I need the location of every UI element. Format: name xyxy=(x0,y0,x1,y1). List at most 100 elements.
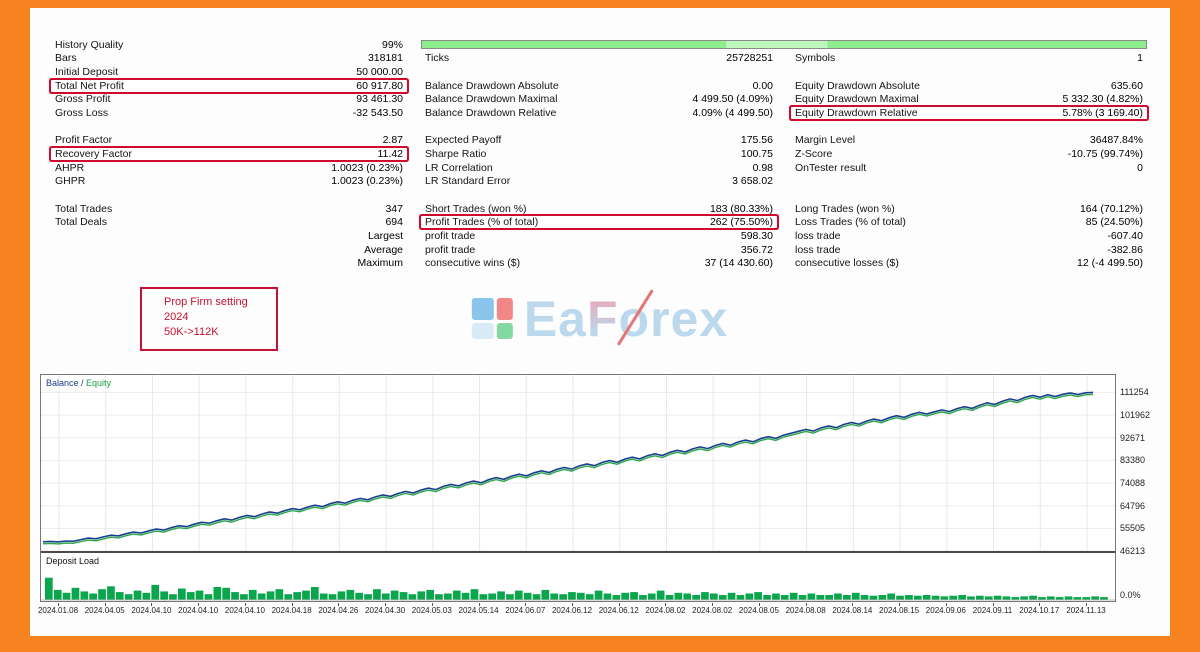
stat-cell: Average xyxy=(51,244,407,256)
stat-value: -607.40 xyxy=(1107,229,1143,242)
stat-label: Gross Profit xyxy=(55,93,111,106)
stat-value: 60 917.80 xyxy=(356,79,403,92)
stat-cell: Total Deals 694 xyxy=(51,216,407,228)
x-axis-tick xyxy=(291,603,293,606)
stat-label: Symbols xyxy=(795,52,836,65)
stat-value: 262 (75.50%) xyxy=(709,216,773,229)
stat-label: consecutive losses ($) xyxy=(795,257,899,270)
annotation-line-2: 2024 xyxy=(164,311,189,323)
x-axis-tick xyxy=(945,603,947,606)
stat-row: Total Deals 694 Profit Trades (% of total)… xyxy=(30,216,1170,230)
x-axis-date-label: 2024.09.11 xyxy=(972,606,1013,615)
x-axis-tick xyxy=(1086,603,1087,606)
stat-row: Bars 318181 Ticks 25728251 Symbols 1 xyxy=(30,52,1170,66)
watermark-squares-icon xyxy=(471,298,514,340)
stat-value: 37 (14 430.60) xyxy=(704,257,773,270)
x-axis-tick xyxy=(385,603,387,606)
stat-value: -382.86 xyxy=(1107,243,1143,256)
x-axis-tick xyxy=(852,603,854,606)
stat-label: LR Standard Error xyxy=(425,175,511,188)
stat-label: LR Correlation xyxy=(425,161,493,174)
x-axis-tick xyxy=(618,603,620,606)
y-axis-label: 111254 xyxy=(1120,387,1149,398)
stat-label: loss trade xyxy=(795,229,841,242)
stat-value: 0.98 xyxy=(752,161,773,174)
stat-cell: Initial Deposit 50 000.00 xyxy=(51,66,407,78)
stat-cell: Largest xyxy=(51,230,407,242)
x-axis-date-label: 2024.04.18 xyxy=(271,606,312,615)
x-axis-tick xyxy=(665,603,667,606)
stat-value: 0.00 xyxy=(752,79,773,92)
y-axis-label: 83380 xyxy=(1120,455,1146,466)
stat-value: 183 (80.33%) xyxy=(709,202,773,215)
x-axis-tick xyxy=(805,603,807,606)
stat-row: Initial Deposit 50 000.00 xyxy=(30,65,1170,79)
y-axis-labels: 0.0% 111254 101962 92671 83380 74088 64796 555… xyxy=(1116,374,1160,602)
stat-cell: Balance Drawdown Relative 4.09% (4 499.50… xyxy=(421,107,777,119)
balance-equity-svg xyxy=(41,375,1115,551)
stat-row: Gross Profit 93 461.30 Balance Drawdown Ma… xyxy=(30,92,1170,106)
stat-label: Profit Factor xyxy=(55,134,113,147)
stat-cell: Bars 318181 xyxy=(51,52,407,64)
stat-cell: History Quality 99% xyxy=(51,39,407,51)
y-axis-label: 101962 xyxy=(1120,410,1151,421)
stat-value: 164 (70.12%) xyxy=(1079,202,1143,215)
stat-row: Total Trades 347 Short Trades (won %) 183 (… xyxy=(30,202,1170,216)
stat-label: profit trade xyxy=(425,229,476,242)
stat-cell: GHPR 1.0023 (0.23%) xyxy=(51,175,407,187)
stat-value: 93 461.30 xyxy=(356,93,403,106)
stat-row: Maximum consecutive wins ($) 37 (14 430.60… xyxy=(30,256,1170,270)
y-axis-label: 74088 xyxy=(1120,478,1146,489)
stat-label: Long Trades (won %) xyxy=(795,202,895,215)
stat-label: Equity Drawdown Relative xyxy=(795,106,918,119)
x-axis-tick xyxy=(104,603,106,606)
stat-label: Balance Drawdown Relative xyxy=(425,106,557,119)
stat-value: 50 000.00 xyxy=(356,65,403,78)
chart-plot-area: Balance / Equity Deposit Load xyxy=(40,374,1116,602)
stat-cell: Total Net Profit 60 917.80 xyxy=(51,79,407,92)
stat-label: profit trade xyxy=(425,243,476,256)
stat-row xyxy=(30,188,1170,202)
stat-cell: Maximum xyxy=(51,257,407,269)
x-axis-date-label: 2024.08.05 xyxy=(738,606,779,615)
x-axis-tick xyxy=(758,603,760,606)
stat-value: 1.0023 (0.23%) xyxy=(331,175,403,188)
stat-row: Largest profit trade 598.30 loss trade -607.… xyxy=(30,229,1170,243)
x-axis-date-label: 2024.11.13 xyxy=(1066,606,1106,615)
x-axis-tick xyxy=(992,603,994,606)
stat-value: 318181 xyxy=(367,52,403,65)
stat-value: 85 (24.50%) xyxy=(1085,216,1143,229)
chart-section: Balance / Equity Deposit Load 0.0% 11125… xyxy=(37,374,1160,618)
stat-label: consecutive wins ($) xyxy=(425,257,521,270)
x-axis-date-label: 2024.01.08 xyxy=(37,606,79,615)
stat-row: Average profit trade 356.72 loss trade -382.… xyxy=(30,243,1170,257)
stat-value: 3 658.02 xyxy=(732,175,773,188)
stat-label: Margin Level xyxy=(795,134,856,147)
x-axis-date-label: 2024.05.14 xyxy=(458,606,499,615)
stat-label: Gross Loss xyxy=(55,106,109,119)
x-axis-tick xyxy=(525,603,527,606)
stat-value: 5.78% (3 169.40) xyxy=(1062,106,1143,119)
chart-legend: Balance / Equity xyxy=(46,378,111,388)
stat-label: Initial Deposit xyxy=(55,65,119,78)
stat-row: Profit Factor 2.87 Expected Payoff 175.56 Ma… xyxy=(30,134,1170,148)
x-axis-date-label: 2024.04.10 xyxy=(131,606,172,615)
x-axis-tick xyxy=(478,603,480,606)
stat-cell: Balance Drawdown Maximal 4 499.50 (4.09%) xyxy=(421,93,777,105)
stat-label: Z-Score xyxy=(795,147,833,160)
stat-value: 4.09% (4 499.50) xyxy=(692,106,773,119)
stat-label: loss trade xyxy=(795,243,841,256)
stat-cell: Recovery Factor 11.42 xyxy=(51,147,407,160)
balance-equity-chart: Balance / Equity xyxy=(41,375,1115,551)
stat-label: OnTester result xyxy=(795,161,867,174)
stat-cell: loss trade -607.40 xyxy=(791,230,1147,242)
stat-value: 598.30 xyxy=(740,229,773,242)
watermark-logo: EaForex xyxy=(471,290,728,348)
stat-value: 2.87 xyxy=(382,134,403,147)
x-axis-date-label: 2024.08.02 xyxy=(692,606,733,615)
annotation-line-1: Prop Firm setting xyxy=(164,296,248,308)
stat-value: 5 332.30 (4.82%) xyxy=(1062,93,1143,106)
stat-label: Total Deals xyxy=(55,216,107,229)
stat-label: Total Net Profit xyxy=(55,79,124,92)
annotation-line-3: 50K->112K xyxy=(164,326,219,338)
